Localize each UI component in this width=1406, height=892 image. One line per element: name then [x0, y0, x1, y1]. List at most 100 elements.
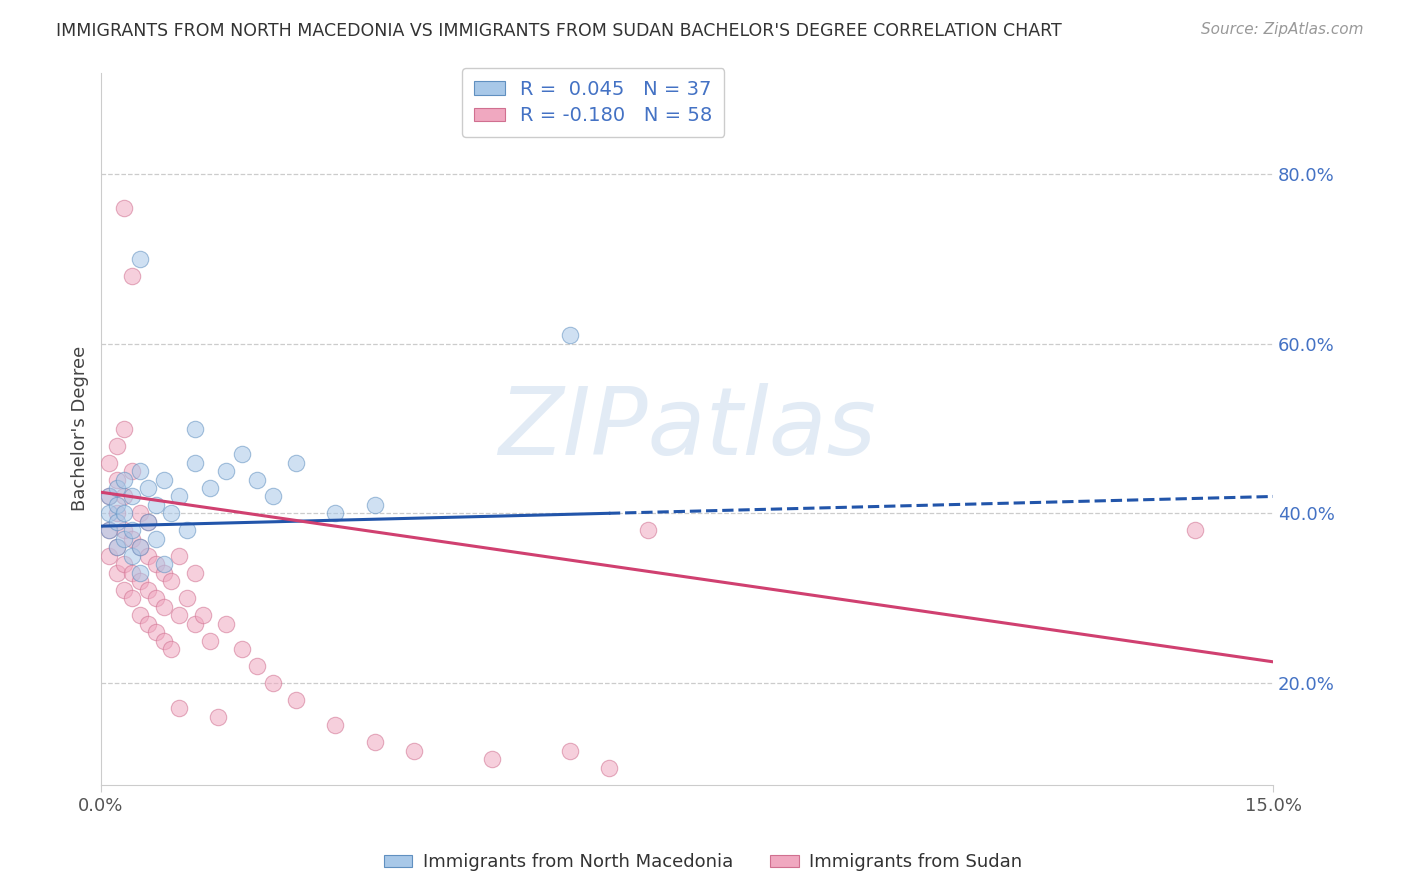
Point	[145, 625, 167, 640]
Point	[363, 735, 385, 749]
Point	[231, 447, 253, 461]
Point	[160, 642, 183, 657]
Point	[97, 490, 120, 504]
Point	[136, 481, 159, 495]
Point	[558, 744, 581, 758]
Y-axis label: Bachelor's Degree: Bachelor's Degree	[72, 346, 89, 511]
Point	[402, 744, 425, 758]
Point	[167, 490, 190, 504]
Point	[246, 659, 269, 673]
Point	[262, 676, 284, 690]
Point	[97, 456, 120, 470]
Point	[184, 566, 207, 580]
Point	[167, 701, 190, 715]
Point	[114, 582, 136, 597]
Point	[136, 515, 159, 529]
Point	[262, 490, 284, 504]
Point	[114, 558, 136, 572]
Point	[97, 549, 120, 563]
Point	[114, 507, 136, 521]
Point	[558, 328, 581, 343]
Point	[129, 566, 152, 580]
Legend: Immigrants from North Macedonia, Immigrants from Sudan: Immigrants from North Macedonia, Immigra…	[377, 847, 1029, 879]
Point	[114, 524, 136, 538]
Point	[105, 439, 128, 453]
Text: IMMIGRANTS FROM NORTH MACEDONIA VS IMMIGRANTS FROM SUDAN BACHELOR'S DEGREE CORRE: IMMIGRANTS FROM NORTH MACEDONIA VS IMMIG…	[56, 22, 1062, 40]
Point	[167, 608, 190, 623]
Point	[105, 541, 128, 555]
Point	[145, 498, 167, 512]
Point	[160, 507, 183, 521]
Point	[105, 566, 128, 580]
Point	[136, 616, 159, 631]
Point	[129, 541, 152, 555]
Legend: R =  0.045   N = 37, R = -0.180   N = 58: R = 0.045 N = 37, R = -0.180 N = 58	[463, 68, 724, 137]
Point	[152, 558, 174, 572]
Point	[136, 549, 159, 563]
Point	[184, 616, 207, 631]
Point	[285, 693, 308, 707]
Point	[325, 718, 347, 732]
Point	[152, 566, 174, 580]
Point	[207, 710, 229, 724]
Point	[200, 481, 222, 495]
Point	[105, 515, 128, 529]
Point	[191, 608, 214, 623]
Point	[145, 532, 167, 546]
Point	[152, 599, 174, 614]
Point	[285, 456, 308, 470]
Point	[598, 761, 620, 775]
Point	[121, 532, 143, 546]
Point	[152, 473, 174, 487]
Point	[136, 582, 159, 597]
Point	[121, 591, 143, 606]
Point	[481, 752, 503, 766]
Point	[105, 473, 128, 487]
Point	[114, 201, 136, 215]
Point	[200, 633, 222, 648]
Point	[215, 616, 238, 631]
Point	[136, 515, 159, 529]
Point	[114, 473, 136, 487]
Text: Source: ZipAtlas.com: Source: ZipAtlas.com	[1201, 22, 1364, 37]
Point	[152, 633, 174, 648]
Point	[129, 574, 152, 589]
Point	[121, 464, 143, 478]
Point	[114, 532, 136, 546]
Point	[129, 464, 152, 478]
Point	[167, 549, 190, 563]
Point	[1184, 524, 1206, 538]
Point	[129, 541, 152, 555]
Point	[129, 608, 152, 623]
Point	[105, 507, 128, 521]
Point	[121, 490, 143, 504]
Point	[121, 268, 143, 283]
Point	[231, 642, 253, 657]
Point	[215, 464, 238, 478]
Point	[325, 507, 347, 521]
Point	[121, 566, 143, 580]
Point	[129, 252, 152, 266]
Point	[121, 524, 143, 538]
Point	[176, 591, 198, 606]
Point	[121, 549, 143, 563]
Point	[363, 498, 385, 512]
Point	[114, 490, 136, 504]
Point	[176, 524, 198, 538]
Point	[97, 524, 120, 538]
Point	[97, 524, 120, 538]
Point	[145, 558, 167, 572]
Point	[114, 422, 136, 436]
Point	[105, 481, 128, 495]
Point	[184, 456, 207, 470]
Point	[246, 473, 269, 487]
Point	[129, 507, 152, 521]
Point	[637, 524, 659, 538]
Point	[105, 541, 128, 555]
Point	[184, 422, 207, 436]
Point	[105, 498, 128, 512]
Point	[97, 490, 120, 504]
Point	[145, 591, 167, 606]
Point	[160, 574, 183, 589]
Point	[97, 507, 120, 521]
